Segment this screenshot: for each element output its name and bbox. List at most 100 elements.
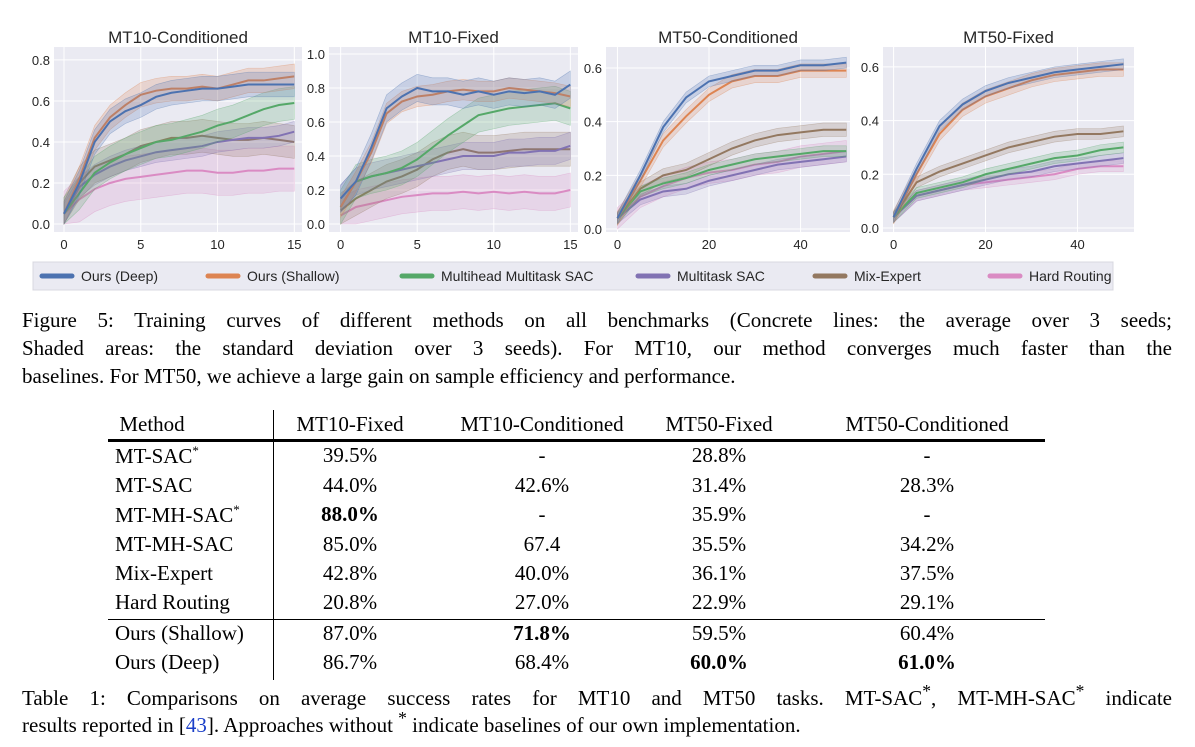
std-band <box>893 125 1124 224</box>
std-band <box>63 121 295 226</box>
y-tick-label: 0.6 <box>584 61 602 76</box>
row-method: Mix-Expert <box>115 561 213 585</box>
table-cell: 61.0% <box>898 650 956 674</box>
series-line <box>892 157 1124 218</box>
x-tick-label: 40 <box>793 237 807 252</box>
caption-text: , MT-MH-SAC <box>931 686 1076 710</box>
row-method: Ours (Deep) <box>115 650 220 674</box>
std-band <box>340 85 571 226</box>
row-method: Ours (Shallow) <box>115 621 244 645</box>
series-line <box>63 75 295 215</box>
table-cell: 60.0% <box>690 650 748 674</box>
legend: Ours (Deep) Ours (Shallow) Multihead Multi… <box>32 261 1114 291</box>
std-band <box>893 62 1124 225</box>
series-line <box>340 148 571 212</box>
std-band <box>617 145 847 225</box>
table-caption-line-1: Table 1: Comparisons on average success … <box>22 677 1172 712</box>
row-method: Hard Routing <box>115 590 230 614</box>
chart-title: MT50-Fixed <box>963 28 1054 47</box>
column-separator <box>273 410 274 680</box>
table-cell: 27.0% <box>514 590 570 614</box>
table-cell: 85.0% <box>322 532 378 556</box>
asterisk: * <box>398 708 407 728</box>
figure-caption-line-1: Figure 5: Training curves of different m… <box>22 308 1172 332</box>
table-cell: 29.1% <box>899 590 955 614</box>
std-band <box>893 141 1124 224</box>
asterisk: * <box>1075 681 1085 701</box>
y-tick-label: 0.0 <box>32 217 50 232</box>
legend-label: Multitask SAC <box>677 268 765 284</box>
table-cell: 20.8% <box>322 590 378 614</box>
legend-label: Mix-Expert <box>854 268 921 284</box>
y-tick-label: 0.0 <box>861 221 879 236</box>
chart-title: MT10-Fixed <box>408 28 499 47</box>
table-header: MT10-Fixed <box>296 412 404 436</box>
group-rule <box>108 619 1045 621</box>
series-line <box>616 150 847 220</box>
x-tick-label: 10 <box>487 237 501 252</box>
std-band <box>340 131 571 225</box>
table-cell: 35.5% <box>691 532 747 556</box>
y-tick-label: 0.0 <box>307 217 325 232</box>
std-band <box>63 71 295 225</box>
series-line <box>892 63 1124 218</box>
table-cell: 42.6% <box>514 473 570 497</box>
table-header: MT50-Fixed <box>665 412 773 436</box>
chart-title: MT10-Conditioned <box>108 28 248 47</box>
asterisk: * <box>192 443 199 458</box>
x-tick-label: 5 <box>137 237 144 252</box>
table-cell: - <box>538 502 546 526</box>
table-cell: 37.5% <box>899 561 955 585</box>
std-band <box>340 70 571 213</box>
table-header: MT10-Conditioned <box>460 412 624 436</box>
y-tick-label: 0.6 <box>307 115 325 130</box>
std-band <box>63 63 295 225</box>
series-line <box>616 150 847 219</box>
table-cell: 34.2% <box>899 532 955 556</box>
table-cell: - <box>923 502 931 526</box>
y-tick-label: 0.6 <box>861 60 879 75</box>
y-tick-label: 0.8 <box>307 81 325 96</box>
x-tick-label: 10 <box>210 237 224 252</box>
table-caption-line-2: results reported in [43]. Approaches wit… <box>22 704 1172 739</box>
series-line <box>63 167 295 215</box>
series-line <box>63 102 295 215</box>
chart-2: 0.0 0.2 0.4 0.6 0 20 40 MT50-Conditioned <box>584 28 850 252</box>
y-tick-label: 0.2 <box>32 176 50 191</box>
y-tick-label: 0.4 <box>861 114 879 129</box>
figure-caption-line-2: Shaded areas: the standard deviation ove… <box>22 336 1172 360</box>
table-cell: 71.8% <box>513 621 571 645</box>
series-line <box>892 130 1124 218</box>
header-rule <box>108 439 1045 442</box>
x-tick-label: 0 <box>614 237 621 252</box>
table-cell: 35.9% <box>691 502 747 526</box>
y-tick-label: 0.4 <box>307 149 325 164</box>
plot-background <box>883 47 1134 232</box>
std-band <box>617 122 847 226</box>
figure-caption-line-3: baselines. For MT50, we achieve a large … <box>22 364 736 388</box>
table-cell: 28.3% <box>899 473 955 497</box>
x-tick-label: 15 <box>563 237 577 252</box>
y-tick-label: 0.4 <box>32 135 50 150</box>
table-cell: 36.1% <box>691 561 747 585</box>
table-cell: 28.8% <box>691 443 747 467</box>
legend-box <box>32 261 1114 291</box>
table-cell: - <box>923 443 931 467</box>
series-line <box>339 102 571 208</box>
row-method: MT-MH-SAC* <box>115 502 240 527</box>
series-line <box>63 83 295 215</box>
std-band <box>617 63 847 227</box>
table-cell: 60.4% <box>899 621 955 645</box>
x-tick-label: 20 <box>702 237 716 252</box>
series-line <box>616 69 847 219</box>
y-tick-label: 1.0 <box>307 47 325 62</box>
series-line <box>340 189 571 217</box>
chart-1: 0.0 0.2 0.4 0.6 0.8 1.0 0 5 10 15 MT10-Fixed <box>307 28 578 252</box>
table-cell: 88.0% <box>321 502 379 526</box>
citation-link[interactable]: 43 <box>185 713 207 737</box>
legend-label: Ours (Deep) <box>81 268 158 284</box>
y-tick-label: 0.0 <box>584 222 602 237</box>
caption-text: indicate <box>1084 686 1173 710</box>
y-tick-label: 0.6 <box>32 94 50 109</box>
series-line <box>339 86 571 208</box>
